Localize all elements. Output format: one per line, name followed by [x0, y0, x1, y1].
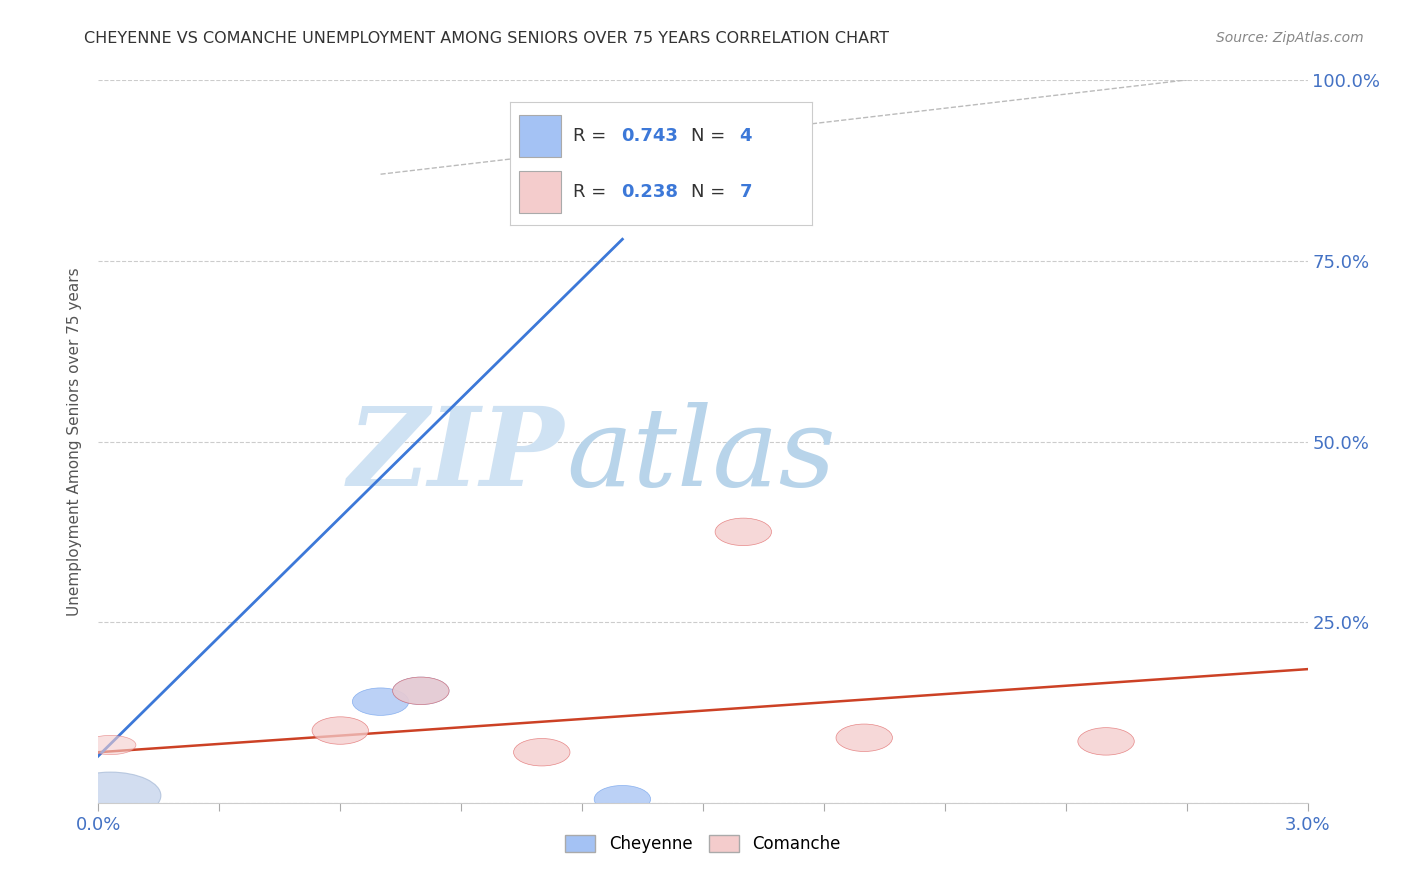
Ellipse shape	[86, 735, 136, 755]
Ellipse shape	[595, 786, 651, 813]
Text: atlas: atlas	[567, 402, 837, 509]
Ellipse shape	[392, 677, 449, 705]
Text: ZIP: ZIP	[347, 402, 564, 509]
Ellipse shape	[312, 717, 368, 744]
Ellipse shape	[716, 518, 772, 546]
Ellipse shape	[60, 772, 160, 819]
Ellipse shape	[353, 688, 409, 715]
Legend: Cheyenne, Comanche: Cheyenne, Comanche	[558, 828, 848, 860]
Y-axis label: Unemployment Among Seniors over 75 years: Unemployment Among Seniors over 75 years	[67, 268, 83, 615]
Ellipse shape	[392, 677, 449, 705]
Ellipse shape	[513, 739, 569, 766]
Text: CHEYENNE VS COMANCHE UNEMPLOYMENT AMONG SENIORS OVER 75 YEARS CORRELATION CHART: CHEYENNE VS COMANCHE UNEMPLOYMENT AMONG …	[84, 31, 890, 46]
Text: Source: ZipAtlas.com: Source: ZipAtlas.com	[1216, 31, 1364, 45]
Ellipse shape	[837, 724, 893, 751]
Ellipse shape	[1078, 728, 1135, 756]
